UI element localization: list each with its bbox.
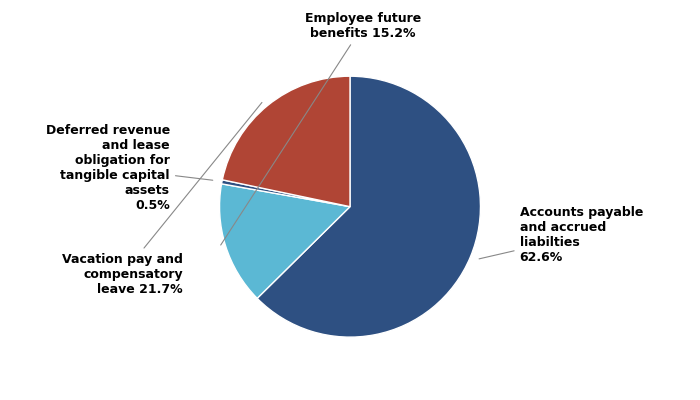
Text: Vacation pay and
compensatory
leave 21.7%: Vacation pay and compensatory leave 21.7…	[62, 102, 262, 296]
Wedge shape	[220, 184, 350, 298]
Text: Accounts payable
and accrued
liabilties
62.6%: Accounts payable and accrued liabilties …	[479, 206, 643, 264]
Text: Deferred revenue
and lease
obligation for
tangible capital
assets
0.5%: Deferred revenue and lease obligation fo…	[46, 124, 213, 212]
Text: Employee future
benefits 15.2%: Employee future benefits 15.2%	[220, 12, 421, 245]
Wedge shape	[222, 180, 350, 207]
Wedge shape	[223, 76, 350, 207]
Wedge shape	[257, 76, 480, 337]
